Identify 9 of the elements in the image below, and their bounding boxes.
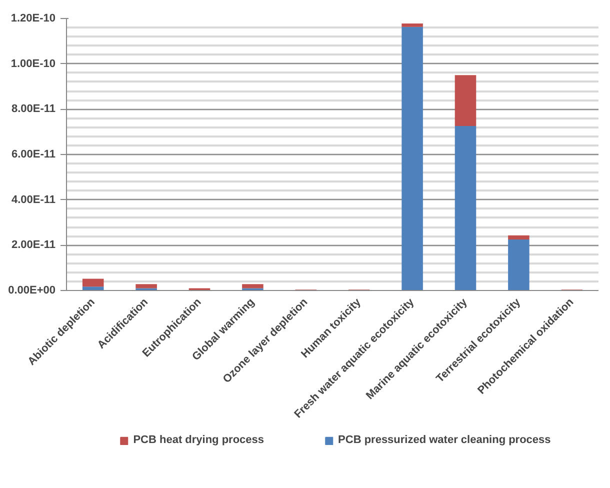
y-tick-label: 6.00E-11 (11, 148, 56, 160)
y-tick-label: 1.20E-10 (10, 12, 56, 24)
y-tick-label: 1.00E-10 (10, 58, 56, 70)
y-tick-label: 0.00E+00 (8, 284, 56, 296)
y-tick-label: 8.00E-11 (11, 103, 56, 116)
y-tick-label: 2.00E-11 (11, 239, 56, 252)
legend-label: PCB heat drying process (133, 434, 264, 446)
legend-label: PCB pressurized water cleaning process (338, 434, 551, 446)
y-tick-label: 4.00E-11 (11, 194, 56, 206)
